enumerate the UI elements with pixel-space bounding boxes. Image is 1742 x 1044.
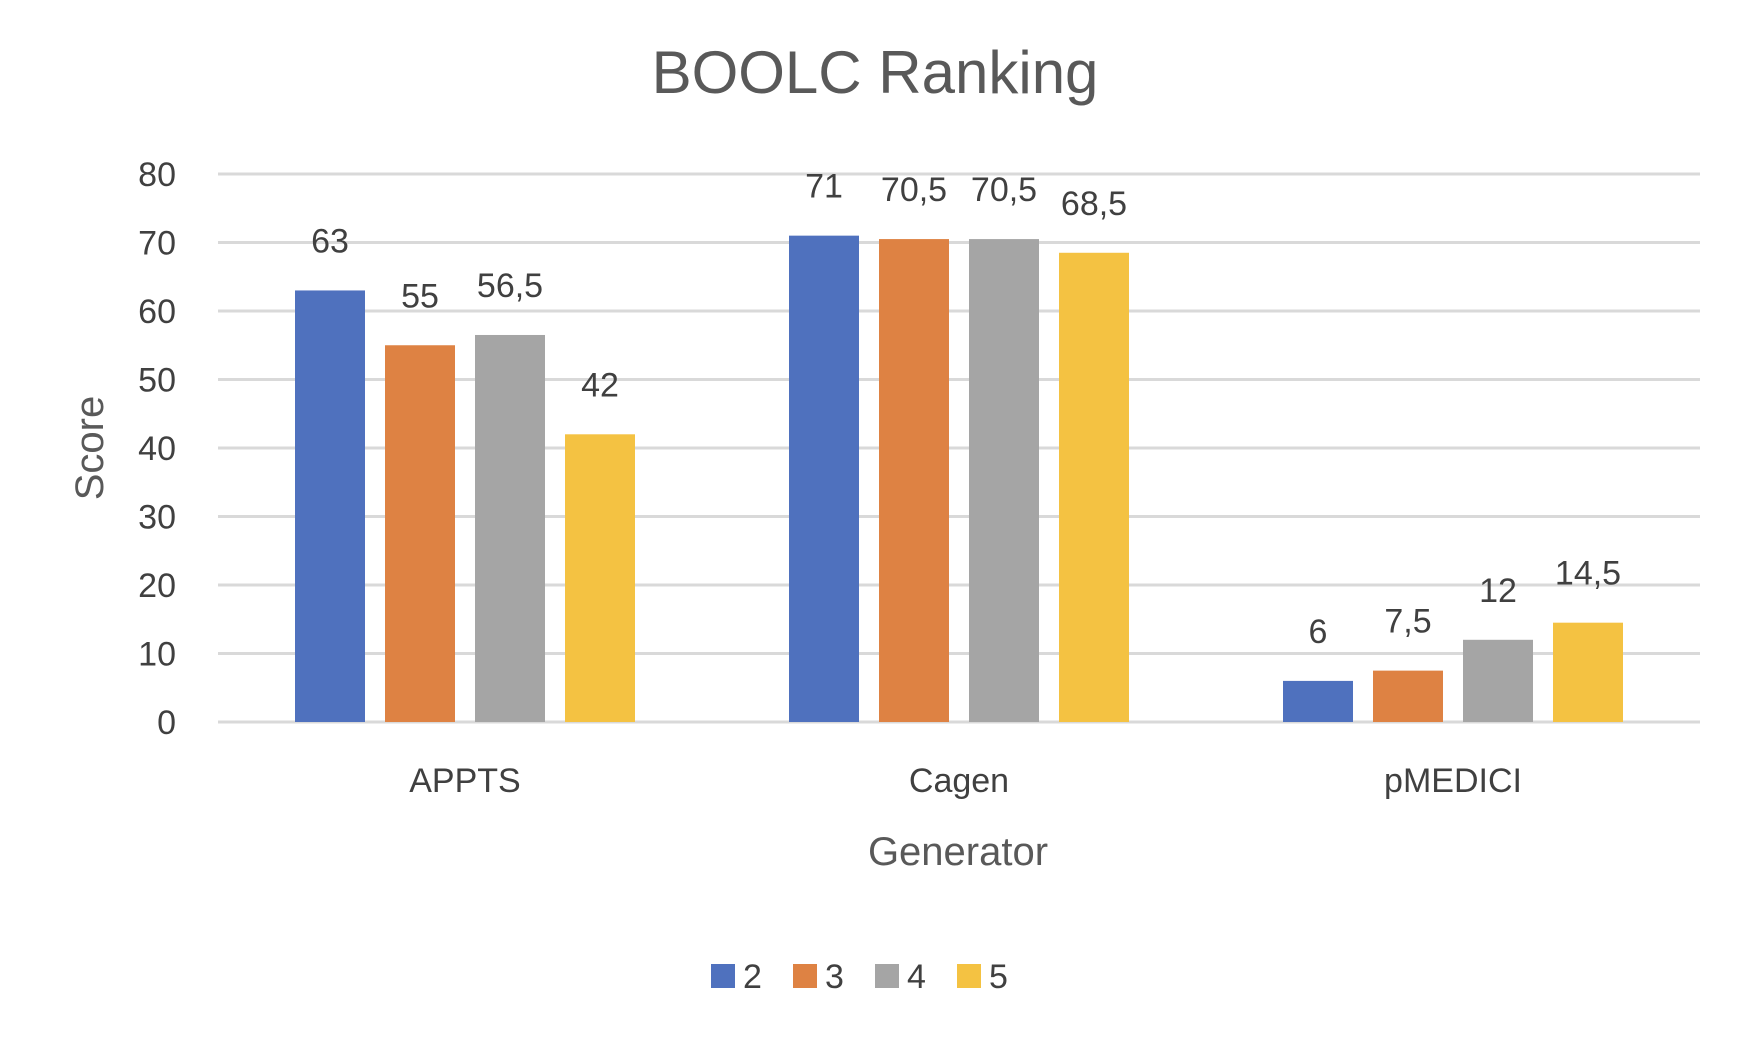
bar-cagen-series-3 bbox=[879, 239, 949, 722]
data-labels: 63 55 56,5 42 71 70,5 70,5 68,5 6 7,5 12 14,5 bbox=[311, 168, 1621, 651]
x-axis-category-labels: APPTS Cagen pMEDICI bbox=[409, 762, 1522, 800]
data-label: 68,5 bbox=[1061, 185, 1127, 223]
legend: 2 3 4 5 bbox=[711, 958, 1008, 996]
y-axis-tick-labels: 0 10 20 30 40 50 60 70 80 bbox=[138, 156, 176, 742]
data-label: 42 bbox=[581, 366, 619, 404]
data-label: 56,5 bbox=[477, 267, 543, 305]
bar-pmedici-series-5 bbox=[1553, 622, 1623, 722]
bar-cagen-series-5 bbox=[1059, 252, 1129, 722]
bar-cagen-series-4 bbox=[969, 239, 1039, 722]
bar-appts-series-3 bbox=[385, 345, 455, 722]
data-label: 71 bbox=[805, 168, 843, 206]
legend-swatch bbox=[875, 964, 899, 988]
data-label: 55 bbox=[401, 277, 439, 315]
bar-pmedici-series-3 bbox=[1373, 670, 1443, 722]
chart-title: BOOLC Ranking bbox=[652, 39, 1099, 106]
gridlines bbox=[218, 172, 1700, 724]
data-label: 70,5 bbox=[881, 171, 947, 209]
bar-cagen-series-2 bbox=[789, 235, 859, 722]
legend-swatch bbox=[957, 964, 981, 988]
legend-label: 5 bbox=[989, 958, 1008, 996]
bar-pmedici-series-2 bbox=[1283, 680, 1353, 722]
bar-appts-series-5 bbox=[565, 434, 635, 722]
data-label: 6 bbox=[1309, 613, 1328, 651]
x-category-label: Cagen bbox=[909, 762, 1009, 800]
y-tick-label: 30 bbox=[138, 499, 176, 537]
bar-appts-series-2 bbox=[295, 290, 365, 722]
y-tick-label: 0 bbox=[157, 704, 176, 742]
bar-appts-series-4 bbox=[475, 334, 545, 722]
x-category-label: APPTS bbox=[409, 762, 520, 800]
bars bbox=[295, 235, 1623, 722]
y-axis-title: Score bbox=[68, 396, 112, 501]
y-tick-label: 20 bbox=[138, 567, 176, 605]
legend-label: 2 bbox=[743, 958, 762, 996]
data-label: 63 bbox=[311, 222, 349, 260]
y-tick-label: 10 bbox=[138, 636, 176, 674]
data-label: 70,5 bbox=[971, 171, 1037, 209]
legend-swatch bbox=[793, 964, 817, 988]
data-label: 14,5 bbox=[1555, 555, 1621, 593]
y-tick-label: 50 bbox=[138, 362, 176, 400]
bar-pmedici-series-4 bbox=[1463, 639, 1533, 722]
data-label: 12 bbox=[1479, 572, 1517, 610]
y-tick-label: 40 bbox=[138, 430, 176, 468]
y-tick-label: 80 bbox=[138, 156, 176, 194]
x-axis-title: Generator bbox=[868, 830, 1048, 874]
legend-label: 4 bbox=[907, 958, 926, 996]
y-tick-label: 70 bbox=[138, 225, 176, 263]
y-tick-label: 60 bbox=[138, 293, 176, 331]
legend-label: 3 bbox=[825, 958, 844, 996]
legend-swatch bbox=[711, 964, 735, 988]
data-label: 7,5 bbox=[1384, 603, 1431, 641]
x-category-label: pMEDICI bbox=[1384, 762, 1522, 800]
